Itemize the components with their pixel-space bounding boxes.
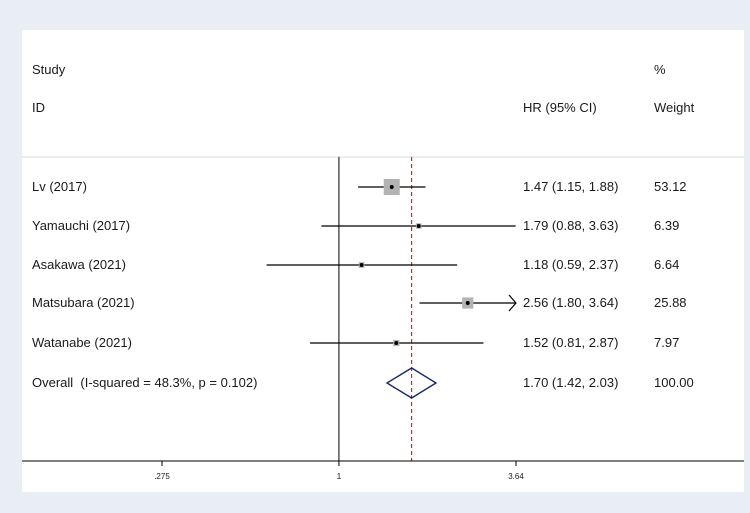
study-ci-text: 2.56 (1.80, 3.64) <box>523 295 618 310</box>
study-weight-text: 53.12 <box>654 179 687 194</box>
study-ci-arrow <box>508 294 517 312</box>
study-weight-text: 7.97 <box>654 335 679 350</box>
overall-ci-text: 1.70 (1.42, 2.03) <box>523 375 618 390</box>
study-ci-text: 1.47 (1.15, 1.88) <box>523 179 618 194</box>
study-label: Lv (2017) <box>32 179 87 194</box>
plot-background <box>22 30 744 492</box>
header-weight-percent: % <box>654 62 666 77</box>
overall-weight-text: 100.00 <box>654 375 694 390</box>
study-ci-text: 1.52 (0.81, 2.87) <box>523 335 618 350</box>
overall-diamond <box>385 367 438 399</box>
study-weight-text: 6.64 <box>654 257 679 272</box>
study-point-estimate <box>416 224 421 228</box>
study-label: Watanabe (2021) <box>32 335 132 350</box>
header-id: ID <box>32 100 45 115</box>
study-weight-text: 6.39 <box>654 218 679 233</box>
header-weight: Weight <box>654 100 695 115</box>
study-point-estimate <box>389 185 394 189</box>
study-ci-text: 1.79 (0.88, 3.63) <box>523 218 618 233</box>
header-effect: HR (95% CI) <box>523 100 597 115</box>
study-point-estimate <box>394 341 399 345</box>
study-ci-text: 1.18 (0.59, 2.37) <box>523 257 618 272</box>
overall-label: Overall (I-squared = 48.3%, p = 0.102) <box>32 375 257 390</box>
study-weight-text: 25.88 <box>654 295 687 310</box>
study-label: Matsubara (2021) <box>32 295 135 310</box>
x-tick-label: 3.64 <box>508 472 524 481</box>
study-point-estimate <box>465 301 470 305</box>
x-tick-label: .275 <box>154 472 170 481</box>
x-tick-label: 1 <box>337 472 342 481</box>
header-study: Study <box>32 62 66 77</box>
study-label: Yamauchi (2017) <box>32 218 130 233</box>
study-label: Asakawa (2021) <box>32 257 126 272</box>
study-point-estimate <box>359 263 364 267</box>
